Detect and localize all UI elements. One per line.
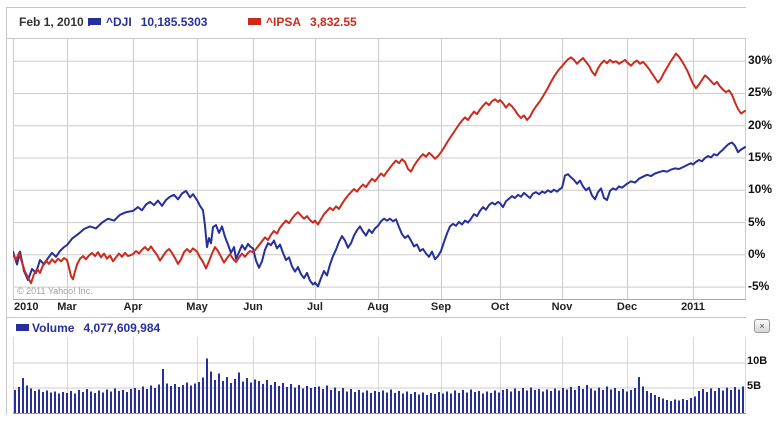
dji-legend: ^DJI 10,185.5303 [106,15,207,29]
outer-left-border [6,7,7,415]
month-tick-label: Mar [57,301,77,313]
percent-tick-label: 20% [748,118,773,132]
ipsa-legend: ^IPSA 3,832.55 [266,15,357,29]
time-axis: 2010 Mar Apr May Jun Jul Aug Sep Oct Nov Dec 2011 [13,301,746,317]
copyright-notice: © 2011 Yahoo! Inc. [17,286,93,296]
close-volume-button[interactable]: × [754,319,770,333]
volume-legend-row: Volume 4,077,609,984 [13,318,746,337]
date-label: Feb 1, 2010 : [19,15,92,29]
month-tick-label: Apr [123,301,143,313]
percent-tick-label: 25% [748,85,773,99]
volume-chart[interactable] [13,337,746,415]
main-price-chart[interactable] [13,38,746,300]
month-tick-label: Oct [490,301,510,313]
dji-legend-swatch [88,18,101,25]
percent-tick-label: -5% [748,279,770,293]
month-tick-label: Aug [367,301,389,313]
volume-value: 4,077,609,984 [83,321,161,335]
volume-legend: Volume 4,077,609,984 [32,321,160,335]
xaxis-bottom-separator [6,317,746,318]
ipsa-legend-swatch [248,18,261,25]
percent-tick-label: 10% [748,182,773,196]
volume-tick-label: 5B [747,380,762,392]
percent-tick-label: 15% [748,150,773,164]
volume-tick-label: 10B [747,355,768,367]
legend-separator [6,38,746,39]
month-tick-label: 2010 [14,301,39,313]
volume-label: Volume [32,321,75,335]
ipsa-symbol: ^IPSA [266,15,302,29]
month-tick-label: Nov [551,301,573,313]
month-tick-label: Jun [243,301,263,313]
month-tick-label: Sep [430,301,452,313]
dji-value: 10,185.5303 [140,15,208,29]
ipsa-value: 3,832.55 [310,15,357,29]
percent-tick-label: 0% [748,247,766,261]
dji-symbol: ^DJI [106,15,132,29]
percent-tick-label: 30% [748,53,773,67]
outer-top-border [6,7,746,8]
month-tick-label: 2011 [681,301,705,313]
month-tick-label: Dec [616,301,638,313]
month-tick-label: May [186,301,208,313]
month-tick-label: Jul [307,301,323,313]
percent-tick-label: 5% [748,215,766,229]
volume-legend-swatch [16,324,29,331]
